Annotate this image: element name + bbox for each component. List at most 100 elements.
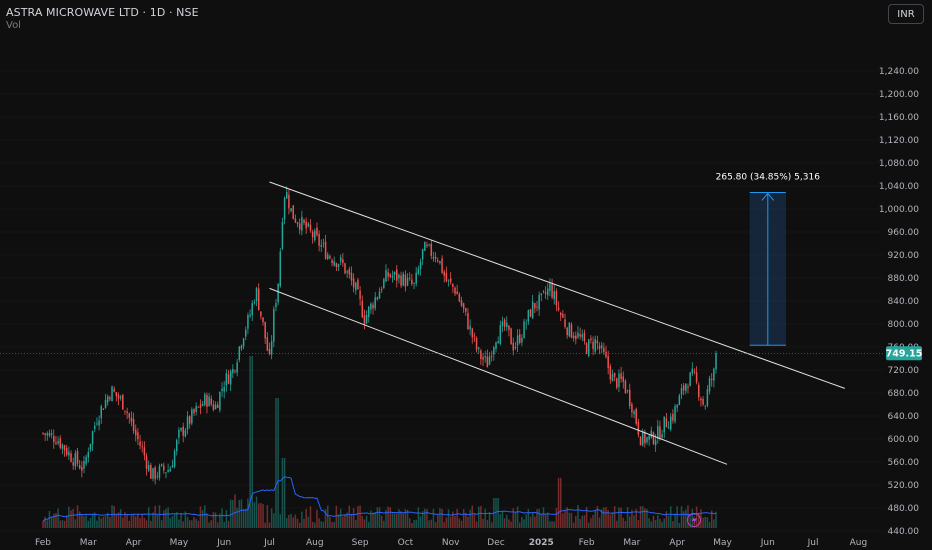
candle-body (68, 451, 70, 456)
x-tick-label: Mar (80, 538, 97, 548)
candle-body (430, 243, 433, 256)
candle-body (50, 433, 53, 435)
volume-bar (622, 517, 625, 528)
x-tick-label: Nov (442, 538, 460, 548)
volume-bar (676, 506, 678, 528)
volume-bar (290, 513, 292, 528)
volume-bar (180, 513, 182, 528)
candle-body (695, 372, 698, 383)
candle-body (687, 386, 689, 388)
candle-body (458, 293, 461, 302)
candle-body (372, 304, 374, 309)
volume-bar (490, 522, 493, 528)
candle-body (158, 466, 161, 478)
volume-bar (160, 520, 163, 528)
volume-bar (648, 518, 650, 528)
volume-bar (344, 514, 346, 528)
candle-body (393, 271, 396, 275)
candle-body (113, 388, 115, 392)
last-price-tag: 749.15 (886, 346, 922, 361)
volume-bar (575, 515, 577, 528)
volume-bar (126, 514, 128, 528)
volume-bar (607, 510, 609, 528)
candle-body (145, 456, 148, 469)
volume-bar (700, 509, 702, 528)
volume-bar (122, 517, 124, 528)
volume-bar (680, 506, 683, 528)
lightning-icon[interactable] (687, 513, 701, 527)
volume-bar (141, 514, 143, 528)
candle-body (568, 322, 571, 337)
candle-body (163, 465, 165, 471)
volume-bar (603, 507, 605, 528)
y-tick-label: 1,040.00 (879, 182, 919, 192)
volume-bar (579, 519, 581, 528)
volume-bar (536, 509, 538, 528)
candle-body (676, 404, 678, 408)
volume-bar (503, 518, 506, 528)
price-range-measurement[interactable]: 265.80 (34.85%) 5,316 (716, 172, 821, 346)
volume-moving-average-line (42, 476, 717, 522)
candle-body (219, 391, 221, 411)
candle-body (389, 274, 392, 277)
volume-bar (467, 516, 469, 528)
volume-bar (620, 507, 622, 528)
volume-bar (669, 506, 672, 528)
candle-body (109, 397, 111, 400)
candle-body (439, 261, 441, 264)
volume-bar (501, 510, 504, 528)
volume-bar (480, 505, 482, 528)
volume-bar (477, 506, 480, 528)
volume-bar (147, 507, 150, 528)
candle-body (622, 376, 625, 382)
candle-body (331, 260, 333, 263)
volume-bar (588, 522, 590, 528)
volume-bar (518, 522, 521, 528)
volume-bar (268, 522, 271, 528)
volume-bar (201, 510, 204, 528)
y-tick-label: 1,160.00 (879, 113, 919, 123)
candle-body (182, 426, 184, 436)
volume-bar (400, 511, 402, 528)
candle-body (609, 366, 612, 380)
volume-bar (57, 508, 59, 528)
candle-body (288, 194, 290, 209)
candle-body (553, 291, 555, 300)
currency-button[interactable]: INR (888, 4, 924, 24)
candle-body (583, 332, 586, 342)
candle-body (324, 241, 327, 259)
candle-body (335, 263, 338, 267)
volume-bar (78, 511, 81, 528)
x-tick-label: Oct (398, 538, 414, 548)
candle-body (227, 374, 230, 384)
candle-body (592, 341, 594, 349)
candle-body (635, 408, 637, 424)
candle-body (669, 416, 672, 430)
volume-bar (452, 511, 454, 528)
candle-body (443, 271, 445, 276)
candle-body (251, 303, 253, 316)
candle-body (326, 254, 329, 260)
volume-bar (117, 512, 120, 528)
volume-bar (523, 519, 525, 528)
volume-bar (357, 506, 359, 528)
volume-bar (303, 518, 305, 528)
candle-body (277, 283, 279, 303)
candle-body (290, 208, 292, 212)
candle-body (65, 448, 68, 455)
volume-bar (229, 499, 232, 528)
volume-bar (549, 521, 551, 528)
candle-body (296, 222, 299, 224)
candle-body (268, 348, 271, 354)
candle-body (644, 431, 646, 444)
volume-bar (277, 398, 279, 528)
volume-bar (682, 511, 685, 528)
candle-body (475, 338, 478, 350)
volume-bar (339, 508, 342, 528)
volume-bar (538, 508, 540, 528)
volume-bar (320, 521, 323, 528)
volume-bar (193, 517, 195, 528)
volume-bar (462, 509, 465, 528)
volume-bar (286, 518, 288, 528)
